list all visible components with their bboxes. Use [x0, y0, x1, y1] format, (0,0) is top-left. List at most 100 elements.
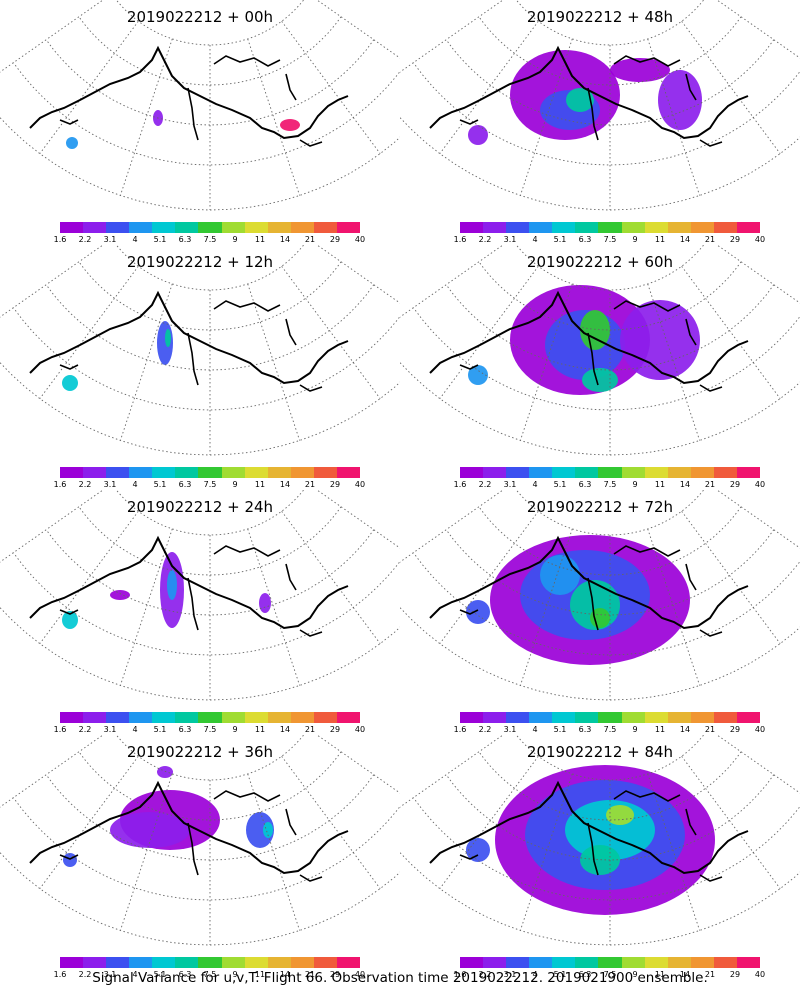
colorbar-swatch — [598, 467, 622, 478]
colorbar-label: 3.1 — [103, 480, 117, 489]
colorbar-label: 9 — [232, 725, 238, 734]
colorbar-swatch — [713, 222, 737, 233]
colorbar-swatch — [598, 712, 622, 723]
colorbar-swatch — [644, 957, 668, 968]
colorbar-swatch — [267, 222, 291, 233]
colorbar-swatch — [83, 712, 107, 723]
colorbar-label: 9 — [232, 480, 238, 489]
latitude-line — [413, 62, 800, 166]
colorbar-swatch — [198, 222, 222, 233]
colorbar-label: 11 — [654, 480, 666, 489]
colorbar-swatch — [336, 957, 361, 968]
colorbar-label: 5.1 — [553, 235, 567, 244]
latitude-line — [78, 261, 342, 331]
panel-title: 2019022212 + 12h — [126, 253, 274, 271]
colorbar-swatch — [106, 467, 130, 478]
colorbar-swatch — [736, 467, 761, 478]
panel-36h: 2019022212 + 36h 1.6 2.2 3.1 4 5.1 6.3 7.5 9 11 1… — [0, 735, 400, 980]
variance-contour — [610, 58, 670, 82]
map — [400, 245, 800, 456]
colorbar-swatch — [175, 957, 199, 968]
panel-24h: 2019022212 + 24h 1.6 2.2 3.1 4 5.1 6.3 7.5 9 11 1… — [0, 490, 400, 735]
colorbar-label: 7.5 — [603, 725, 617, 734]
colorbar-swatch — [552, 957, 576, 968]
panel-12h: 2019022212 + 12h 1.6 2.2 3.1 4 5.1 6.3 7.5 9 11 1… — [0, 245, 400, 490]
colorbar-label: 14 — [279, 235, 291, 244]
longitude-line — [281, 755, 381, 889]
colorbar-swatch — [244, 222, 268, 233]
colorbar-swatch — [621, 712, 645, 723]
longitude-line — [316, 0, 400, 59]
panel-title: 2019022212 + 84h — [526, 743, 674, 761]
colorbar-label: 21 — [304, 970, 316, 979]
longitude-line — [0, 245, 104, 318]
colorbar-label: 3.1 — [503, 235, 517, 244]
coastline — [429, 290, 749, 385]
colorbar-swatch — [244, 712, 268, 723]
colorbar-swatch — [60, 467, 84, 478]
latitude-line — [13, 62, 400, 166]
colorbar-swatch — [598, 957, 622, 968]
longitude-line — [316, 245, 400, 304]
longitude-line — [716, 490, 800, 549]
variance-contour — [246, 812, 274, 848]
colorbar-label: 29 — [729, 235, 741, 244]
colorbar-label: 21 — [304, 235, 316, 244]
colorbar-label: 6.3 — [178, 725, 192, 734]
colorbar-swatch — [175, 222, 199, 233]
variance-contour — [157, 766, 173, 778]
latitude-line — [115, 245, 305, 291]
longitude-line — [716, 0, 800, 59]
colorbar-swatch — [690, 957, 714, 968]
colorbar-label: 14 — [279, 725, 291, 734]
colorbar-labels: 1.6 2.2 3.1 4 5.1 6.3 7.5 9 11 14 21 29 40 — [454, 235, 765, 245]
coastline — [459, 790, 723, 882]
colorbar-label: 4 — [532, 970, 538, 979]
colorbar-swatch — [106, 957, 130, 968]
colorbar-label: 40 — [354, 480, 366, 489]
colorbar-label: 4 — [532, 725, 538, 734]
colorbar-swatch — [529, 222, 553, 233]
colorbar-swatch — [129, 222, 153, 233]
colorbar-label: 3.1 — [103, 970, 117, 979]
colorbar-label: 14 — [279, 480, 291, 489]
longitude-line — [681, 755, 781, 889]
longitude-line — [400, 735, 504, 808]
colorbar-label: 2.2 — [478, 480, 492, 489]
colorbar-label: 14 — [679, 480, 691, 489]
variance-contour — [582, 368, 618, 392]
colorbar-swatch — [506, 222, 530, 233]
colorbar-swatch — [336, 712, 361, 723]
colorbar-label: 14 — [279, 970, 291, 979]
colorbar-label: 11 — [654, 235, 666, 244]
colorbar-label: 7.5 — [603, 480, 617, 489]
coastline — [59, 300, 323, 392]
colorbar-label: 1.6 — [453, 970, 467, 979]
colorbar-label: 6.3 — [178, 480, 192, 489]
colorbar-label: 14 — [679, 725, 691, 734]
panel-48h: 2019022212 + 48h 1.6 2.2 3.1 4 5.1 6.3 7.5 9 11 1… — [400, 0, 800, 245]
longitude-line — [400, 245, 504, 318]
colorbar-label: 40 — [754, 235, 766, 244]
colorbar-swatch — [83, 222, 107, 233]
colorbar-swatch — [713, 712, 737, 723]
colorbar-swatch — [267, 957, 291, 968]
colorbar-label: 9 — [232, 235, 238, 244]
colorbar-label: 11 — [654, 970, 666, 979]
longitude-line — [281, 265, 381, 399]
colorbar-label: 21 — [704, 725, 716, 734]
colorbar-swatch — [129, 957, 153, 968]
colorbar-swatch — [267, 712, 291, 723]
coastline — [59, 545, 323, 637]
colorbar-swatch — [598, 222, 622, 233]
colorbar-labels: 1.6 2.2 3.1 4 5.1 6.3 7.5 9 11 14 21 29 40 — [54, 235, 365, 245]
colorbar-label: 7.5 — [603, 235, 617, 244]
map — [0, 245, 400, 456]
colorbar-swatch — [667, 222, 691, 233]
colorbar-swatch — [152, 222, 176, 233]
colorbar-swatch — [621, 222, 645, 233]
panel-title: 2019022212 + 72h — [526, 498, 674, 516]
map — [400, 735, 800, 946]
colorbar-swatch — [460, 222, 484, 233]
